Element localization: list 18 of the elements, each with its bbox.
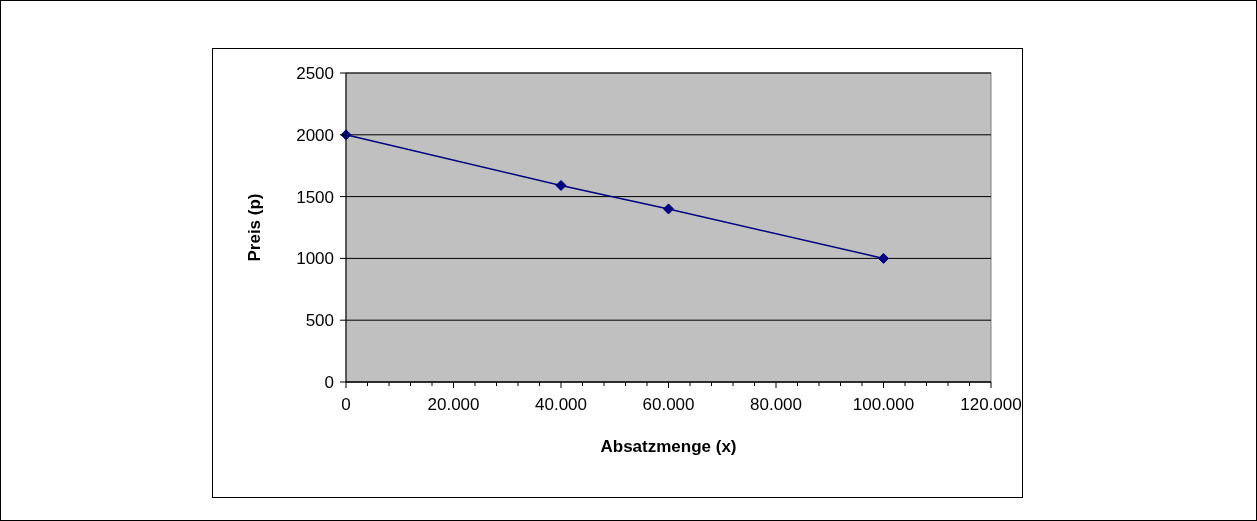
- y-tick-label: 2500: [296, 64, 334, 83]
- x-tick-label: 80.000: [750, 395, 802, 414]
- x-axis-title: Absatzmenge (x): [600, 437, 737, 456]
- point: [663, 203, 674, 215]
- y-tick-label: 1000: [296, 249, 334, 269]
- point: [878, 252, 889, 264]
- y-tick-label: 500: [305, 311, 334, 331]
- x-tick-label: 40.000: [535, 395, 587, 414]
- y-tick-label: 2000: [296, 125, 334, 145]
- x-tick-label: 20.000: [427, 395, 480, 414]
- x-tick-label: 100.000: [852, 395, 915, 414]
- x-tick-label: 60.000: [642, 395, 695, 414]
- point: [555, 179, 567, 191]
- y-tick-label: 1500: [296, 187, 334, 207]
- x-tick-label: 0: [341, 395, 351, 414]
- y-tick-label: 0: [324, 373, 334, 392]
- x-tick-label: 120.000: [960, 395, 1022, 414]
- y-axis-title: Preis (p): [245, 193, 264, 262]
